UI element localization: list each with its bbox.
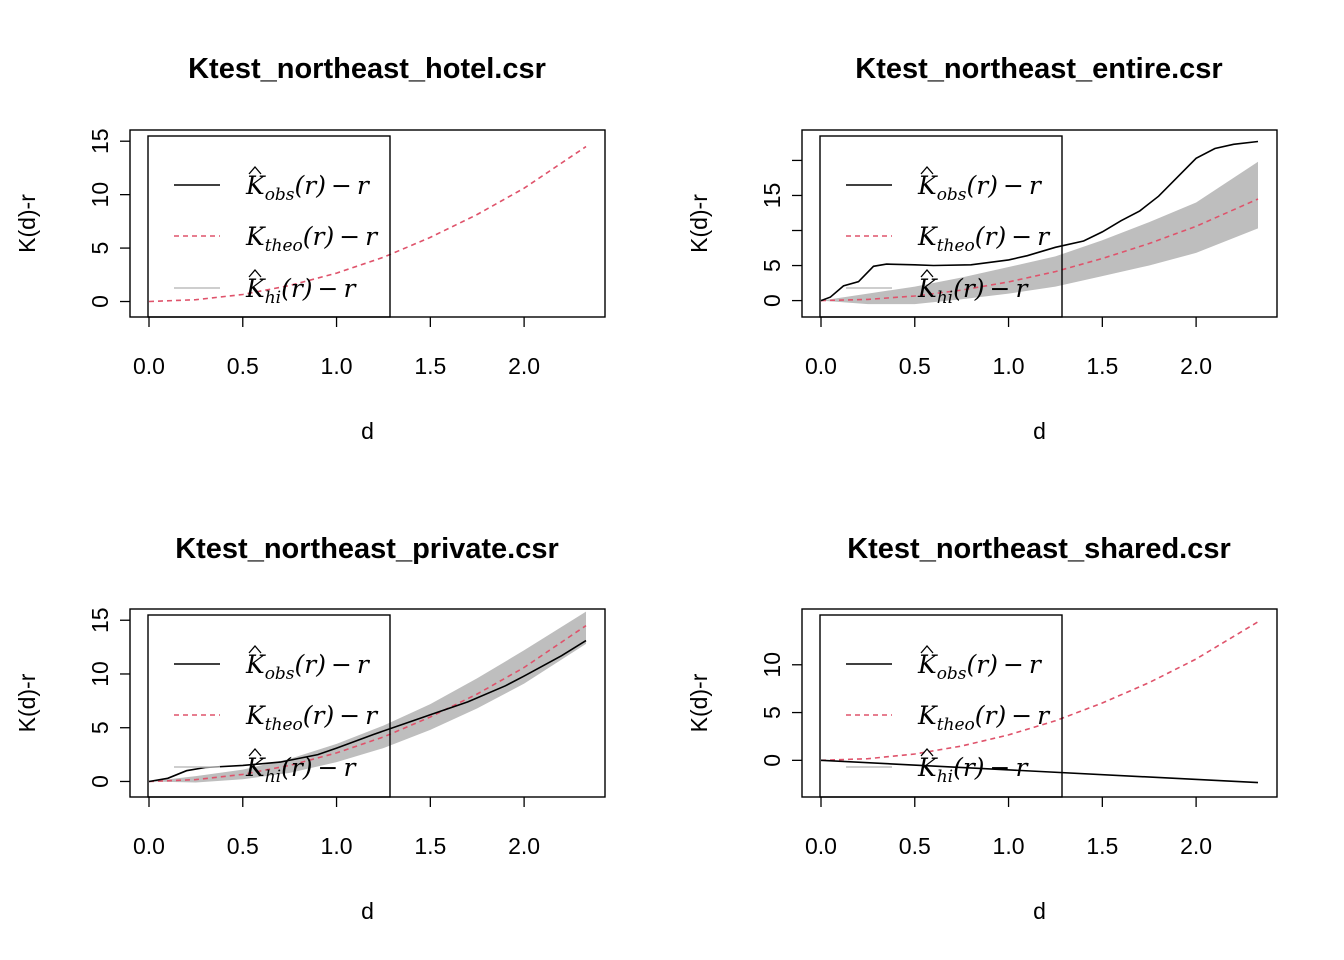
y-tick-label: 10	[87, 182, 113, 208]
svg-text:Kobs(r) − r: Kobs(r) − r	[245, 171, 371, 205]
y-tick-label: 10	[759, 652, 785, 678]
x-axis-label: d	[361, 418, 374, 444]
x-tick-label: 1.0	[993, 833, 1025, 859]
legend-hat	[920, 269, 934, 278]
series-line-theo	[148, 624, 587, 783]
series-line-obs	[820, 759, 1259, 784]
y-tick-label: 0	[759, 294, 785, 307]
x-tick-label: 1.5	[414, 353, 446, 379]
chart-title: Ktest_northeast_shared.csr	[847, 533, 1231, 565]
series-line-obs	[148, 639, 587, 783]
legend: Kobs(r) − r Ktheo(r) − r Khi(r) − r	[147, 135, 391, 318]
legend-label-theo: Ktheo(r) − r	[245, 701, 379, 735]
legend-label-obs: Kobs(r) − r	[245, 166, 371, 205]
legend-hat	[248, 166, 262, 175]
svg-text:Khi(r) − r: Khi(r) − r	[245, 274, 357, 308]
svg-text:Kobs(r) − r: Kobs(r) − r	[917, 650, 1043, 684]
legend-hat	[920, 166, 934, 175]
svg-text:Ktheo(r) − r: Ktheo(r) − r	[917, 701, 1051, 735]
legend-label-obs: Kobs(r) − r	[245, 645, 371, 684]
y-tick-label: 15	[759, 183, 785, 209]
legend-label-theo: Ktheo(r) − r	[917, 701, 1051, 735]
svg-text:Kobs(r) − r: Kobs(r) − r	[245, 650, 371, 684]
series-line-theo	[820, 621, 1259, 762]
x-tick-label: 0.0	[805, 833, 837, 859]
legend: Kobs(r) − r Ktheo(r) − r Khi(r) − r	[147, 614, 391, 798]
x-tick-label: 1.0	[321, 353, 353, 379]
y-axis-label: K(d)-r	[14, 673, 40, 732]
series-line-obs	[820, 140, 1259, 302]
legend-hat	[920, 748, 934, 757]
panel-3: Ktest_northeast_private.csr 0.0 0.5 1.0 1.5 2…	[14, 533, 606, 924]
legend-hat	[248, 645, 262, 654]
x-axis-label: d	[361, 898, 374, 924]
legend-hat	[920, 645, 934, 654]
legend-box	[147, 135, 391, 318]
y-tick-label: 5	[87, 242, 113, 255]
svg-text:Khi(r) − r: Khi(r) − r	[245, 753, 357, 787]
x-tick-label: 0.0	[805, 353, 837, 379]
svg-text:Ktheo(r) − r: Ktheo(r) − r	[917, 222, 1051, 256]
panel-1: Ktest_northeast_hotel.csr 0.0 0.5 1.0 1.5 2.0…	[14, 53, 606, 444]
y-axis-label: K(d)-r	[686, 194, 712, 253]
envelope-band	[149, 611, 586, 783]
x-tick-label: 0.0	[133, 353, 165, 379]
x-tick-label: 2.0	[508, 353, 540, 379]
x-axis-label: d	[1033, 418, 1046, 444]
x-tick-label: 2.0	[1180, 833, 1212, 859]
x-tick-label: 1.0	[321, 833, 353, 859]
chart-title: Ktest_northeast_hotel.csr	[188, 53, 546, 85]
y-tick-label: 15	[87, 607, 113, 633]
svg-text:Ktheo(r) − r: Ktheo(r) − r	[245, 222, 379, 256]
legend-label-obs: Kobs(r) − r	[917, 645, 1043, 684]
y-axis-label: K(d)-r	[14, 194, 40, 253]
legend-label-theo: Ktheo(r) − r	[245, 222, 379, 256]
y-tick-label: 0	[87, 775, 113, 788]
y-tick-label: 0	[759, 754, 785, 767]
x-tick-label: 0.5	[899, 353, 931, 379]
x-tick-label: 2.0	[508, 833, 540, 859]
svg-text:Ktheo(r) − r: Ktheo(r) − r	[245, 701, 379, 735]
x-tick-label: 0.5	[227, 833, 259, 859]
x-tick-label: 1.5	[1086, 833, 1118, 859]
y-tick-label: 5	[759, 706, 785, 719]
svg-text:Kobs(r) − r: Kobs(r) − r	[917, 171, 1043, 205]
legend-label-hi: Khi(r) − r	[245, 748, 357, 787]
legend-label-theo: Ktheo(r) − r	[917, 222, 1051, 256]
legend: Kobs(r) − r Ktheo(r) − r Khi(r) − r	[819, 135, 1063, 318]
y-axis-label: K(d)-r	[686, 673, 712, 732]
x-tick-label: 2.0	[1180, 353, 1212, 379]
svg-text:Khi(r) − r: Khi(r) − r	[917, 753, 1029, 787]
legend-hat	[248, 748, 262, 757]
legend-label-obs: Kobs(r) − r	[917, 166, 1043, 205]
legend-box	[819, 614, 1063, 798]
x-tick-label: 0.5	[899, 833, 931, 859]
legend: Kobs(r) − r Ktheo(r) − r Khi(r) − r	[819, 614, 1063, 798]
y-tick-label: 10	[87, 661, 113, 687]
legend-label-hi: Khi(r) − r	[917, 748, 1029, 787]
y-tick-label: 5	[87, 721, 113, 734]
legend-hat	[248, 269, 262, 278]
series-line-theo	[148, 145, 587, 303]
x-tick-label: 1.5	[1086, 353, 1118, 379]
legend-label-hi: Khi(r) − r	[245, 269, 357, 308]
chart-title: Ktest_northeast_private.csr	[175, 533, 559, 565]
x-tick-label: 0.5	[227, 353, 259, 379]
y-tick-label: 0	[87, 295, 113, 308]
x-tick-label: 0.0	[133, 833, 165, 859]
panel-2: Ktest_northeast_entire.csr 0.0 0.5 1.0 1.5 2.…	[686, 53, 1278, 444]
y-tick-label: 5	[759, 259, 785, 272]
x-axis-label: d	[1033, 898, 1046, 924]
chart-title: Ktest_northeast_entire.csr	[855, 53, 1222, 85]
svg-text:Khi(r) − r: Khi(r) − r	[917, 274, 1029, 308]
legend-label-hi: Khi(r) − r	[917, 269, 1029, 308]
panel-4: Ktest_northeast_shared.csr 0.0 0.5 1.0 1.5 2.…	[686, 533, 1278, 924]
y-tick-label: 15	[87, 128, 113, 154]
x-tick-label: 1.0	[993, 353, 1025, 379]
legend-box	[819, 135, 1063, 318]
x-tick-label: 1.5	[414, 833, 446, 859]
legend-box	[147, 614, 391, 798]
